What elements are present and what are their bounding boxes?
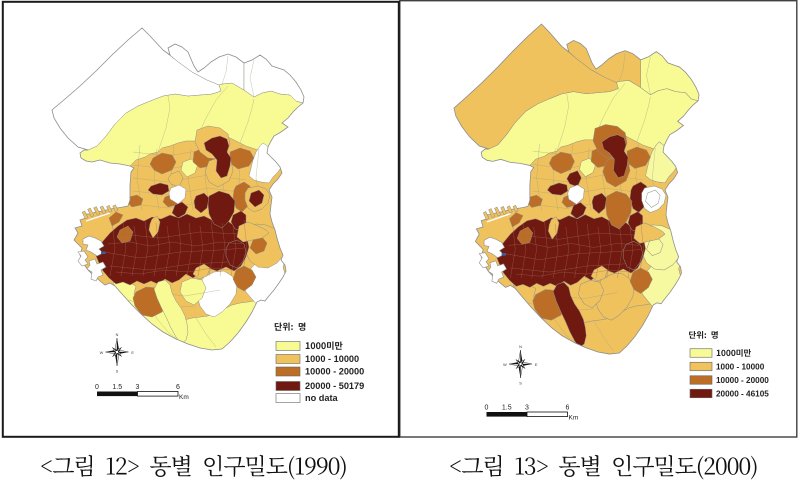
svg-text:1.5: 1.5 <box>502 405 512 412</box>
svg-text:0: 0 <box>485 405 489 412</box>
svg-text:N: N <box>519 345 522 349</box>
svg-text:1.5: 1.5 <box>112 384 122 391</box>
svg-text:E: E <box>131 351 134 355</box>
svg-text:3: 3 <box>525 405 529 412</box>
svg-text:no data: no data <box>305 393 339 403</box>
svg-text:0: 0 <box>95 384 99 391</box>
svg-text:3: 3 <box>136 384 140 391</box>
svg-text:10000 - 20000: 10000 - 20000 <box>716 376 769 385</box>
svg-text:W: W <box>503 363 507 367</box>
svg-text:Km: Km <box>569 415 579 422</box>
svg-text:Km: Km <box>179 394 189 401</box>
svg-text:N: N <box>116 333 119 337</box>
svg-text:10000 - 20000: 10000 - 20000 <box>305 367 364 377</box>
svg-text:S: S <box>519 382 522 386</box>
svg-text:6: 6 <box>176 384 180 391</box>
svg-text:20000 - 46105: 20000 - 46105 <box>716 390 769 399</box>
svg-text:E: E <box>535 363 538 367</box>
svg-text:S: S <box>116 370 119 374</box>
svg-text:W: W <box>100 351 104 355</box>
svg-text:20000 - 50179: 20000 - 50179 <box>305 381 364 391</box>
svg-text:1000 - 10000: 1000 - 10000 <box>305 354 359 364</box>
svg-text:1000 - 10000: 1000 - 10000 <box>716 363 765 372</box>
svg-text:6: 6 <box>566 405 570 412</box>
